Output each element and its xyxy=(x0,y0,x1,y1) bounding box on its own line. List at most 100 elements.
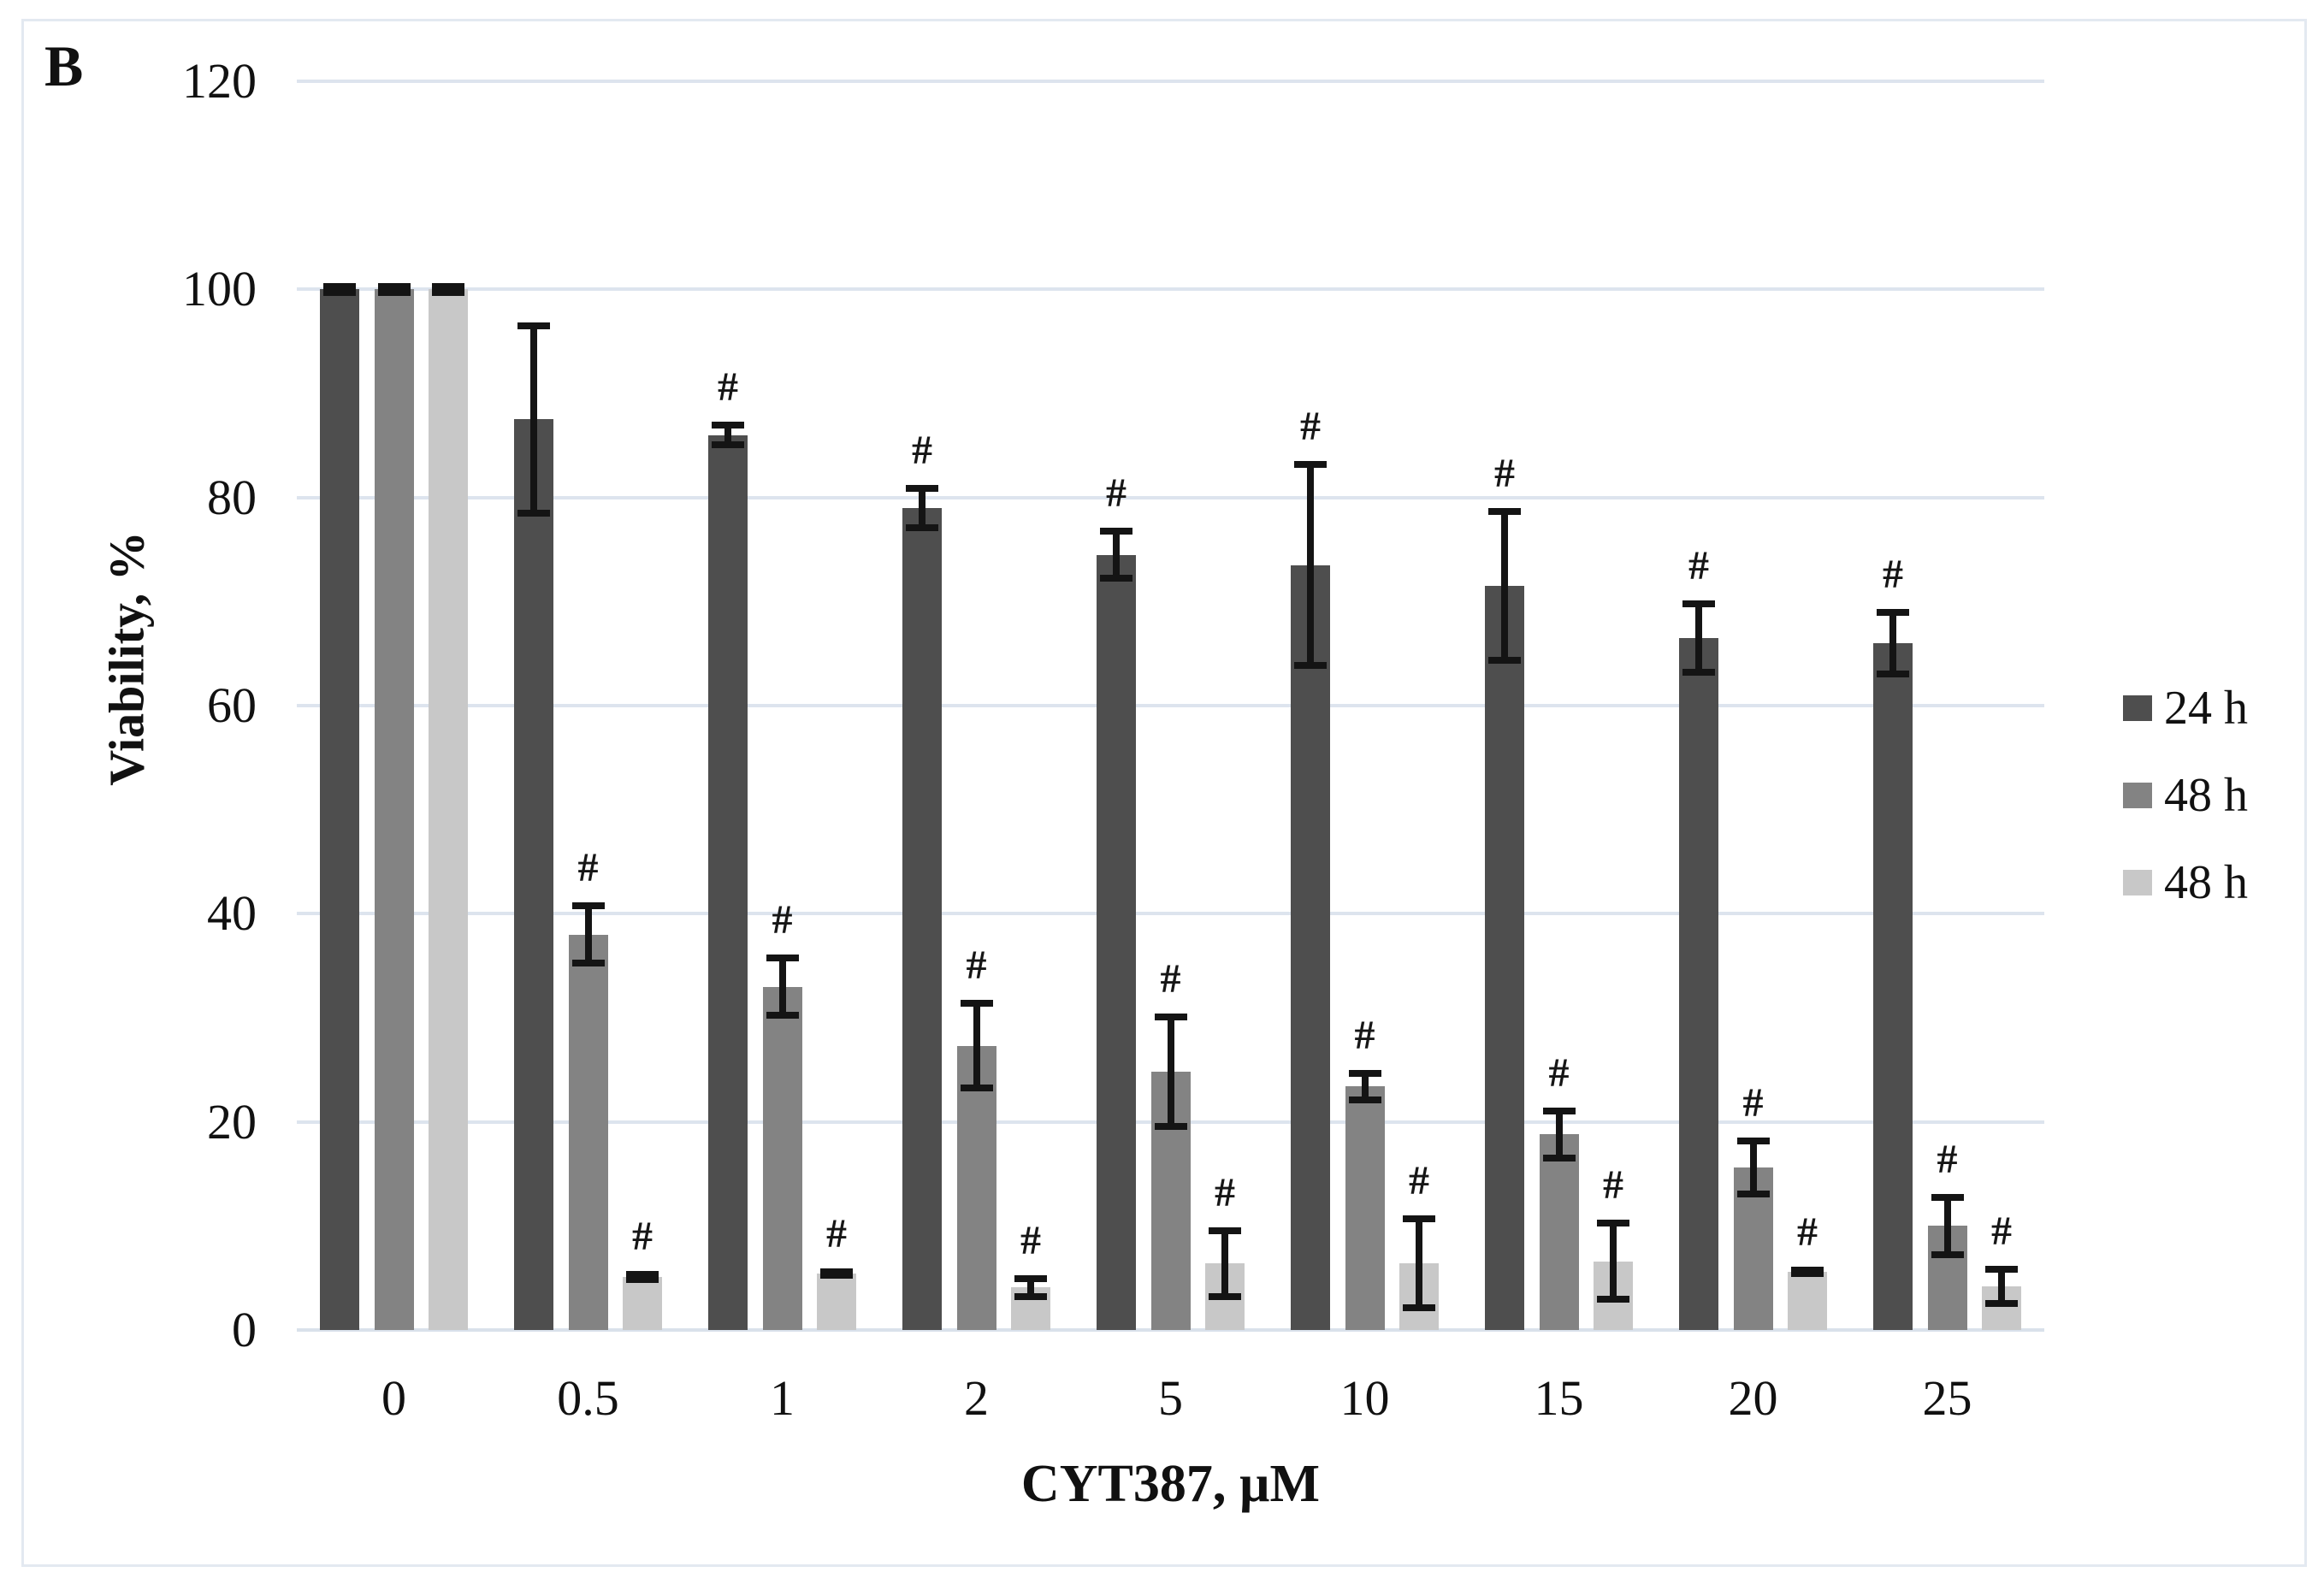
error-cap-bottom-series2-x15 xyxy=(1542,1154,1576,1161)
x-axis-title: CYT387, µM xyxy=(1020,1455,1321,1513)
error-bar-series3-x25 xyxy=(1998,1265,2005,1308)
x-tick-0: 0 xyxy=(381,1370,406,1426)
error-cap-top-series3-x0.5 xyxy=(626,1270,659,1278)
bar-series2-x0 xyxy=(374,289,414,1330)
gridline-y40 xyxy=(297,912,2044,916)
error-cap-top-series1-x0 xyxy=(323,283,356,291)
x-tick-15: 15 xyxy=(1534,1370,1584,1426)
significance-hash-series3-x5: # xyxy=(1215,1169,1235,1215)
y-tick-80: 80 xyxy=(207,469,257,525)
significance-hash-series2-x0.5: # xyxy=(577,844,599,890)
significance-hash-series1-x20: # xyxy=(1688,543,1709,589)
significance-hash-series2-x2: # xyxy=(966,943,987,989)
error-cap-bottom-series1-x5 xyxy=(1100,575,1132,582)
error-bar-series1-x20 xyxy=(1695,600,1702,676)
gridline-y80 xyxy=(297,495,2044,499)
error-bar-series1-x0.5 xyxy=(530,322,537,517)
error-bar-series2-x2 xyxy=(973,1000,980,1092)
error-cap-bottom-series3-x5 xyxy=(1209,1292,1241,1300)
error-cap-top-series2-x0 xyxy=(377,283,411,291)
significance-hash-series2-x10: # xyxy=(1354,1012,1375,1058)
error-cap-bottom-series1-x10 xyxy=(1294,662,1327,670)
error-bar-series2-x0.5 xyxy=(584,901,592,967)
error-cap-top-series2-x10 xyxy=(1348,1069,1381,1077)
bar-series2-x2 xyxy=(956,1045,996,1330)
error-cap-top-series1-x25 xyxy=(1877,608,1909,616)
error-cap-bottom-series1-x20 xyxy=(1682,668,1715,676)
error-cap-bottom-series3-x1 xyxy=(820,1272,853,1280)
error-cap-bottom-series3-x25 xyxy=(1985,1300,2018,1308)
error-cap-top-series3-x10 xyxy=(1403,1215,1435,1223)
significance-hash-series3-x25: # xyxy=(1991,1208,2012,1254)
error-cap-bottom-series1-x0.5 xyxy=(517,509,550,517)
gridline-y100 xyxy=(297,287,2044,292)
bar-series2-x15 xyxy=(1539,1134,1579,1330)
error-cap-bottom-series3-x20 xyxy=(1791,1269,1824,1277)
bar-series2-x10 xyxy=(1345,1086,1385,1330)
legend-item-48h: 48 h xyxy=(2123,768,2248,823)
error-bar-series3-x15 xyxy=(1610,1220,1617,1303)
significance-hash-series3-x2: # xyxy=(1020,1217,1041,1263)
error-cap-bottom-series1-x2 xyxy=(906,523,938,531)
legend-swatch-48h xyxy=(2123,783,2152,808)
y-tick-40: 40 xyxy=(207,885,257,942)
error-cap-top-series1-x1 xyxy=(712,421,744,429)
error-cap-top-series1-x20 xyxy=(1682,600,1715,608)
legend-label-48h-light: 48 h xyxy=(2164,856,2248,909)
error-bar-series1-x25 xyxy=(1889,608,1896,678)
figure-border xyxy=(21,19,2307,1567)
error-bar-series3-x10 xyxy=(1416,1215,1422,1312)
x-tick-25: 25 xyxy=(1922,1370,1972,1426)
error-cap-bottom-series1-x1 xyxy=(712,441,744,449)
bar-series1-x25 xyxy=(1873,643,1913,1330)
error-cap-bottom-series2-x5 xyxy=(1154,1123,1187,1131)
significance-hash-series1-x25: # xyxy=(1883,551,1903,597)
legend-label-48h: 48 h xyxy=(2164,769,2248,822)
y-tick-60: 60 xyxy=(207,677,257,733)
error-cap-top-series2-x1 xyxy=(766,954,799,961)
significance-hash-series2-x15: # xyxy=(1548,1049,1570,1096)
error-bar-series2-x20 xyxy=(1749,1137,1757,1198)
bar-series1-x15 xyxy=(1485,586,1524,1330)
error-bar-series1-x5 xyxy=(1113,527,1120,582)
significance-hash-series1-x15: # xyxy=(1494,450,1515,496)
bar-series2-x1 xyxy=(762,986,802,1330)
significance-hash-series3-x20: # xyxy=(1797,1209,1818,1255)
error-cap-bottom-series2-x25 xyxy=(1931,1251,1964,1259)
significance-hash-series3-x15: # xyxy=(1603,1162,1623,1209)
significance-hash-series2-x5: # xyxy=(1160,956,1181,1002)
gridline-y120 xyxy=(297,80,2044,83)
error-cap-top-series3-x0 xyxy=(432,283,464,291)
error-bar-series2-x15 xyxy=(1555,1107,1563,1161)
error-bar-series2-x25 xyxy=(1943,1193,1951,1259)
error-cap-bottom-series2-x1 xyxy=(766,1012,799,1020)
error-bar-series1-x1 xyxy=(724,421,731,449)
error-bar-series2-x10 xyxy=(1361,1069,1369,1103)
significance-hash-series2-x25: # xyxy=(1937,1136,1958,1182)
bar-series3-x20 xyxy=(1788,1271,1827,1330)
error-cap-top-series2-x25 xyxy=(1931,1193,1964,1201)
x-tick-5: 5 xyxy=(1158,1370,1183,1426)
error-bar-series3-x2 xyxy=(1027,1274,1034,1300)
error-cap-top-series1-x2 xyxy=(906,485,938,493)
panel-letter: B xyxy=(44,33,84,98)
error-cap-bottom-series2-x20 xyxy=(1736,1191,1770,1198)
bar-series1-x0.5 xyxy=(514,419,553,1330)
error-cap-top-series3-x25 xyxy=(1985,1265,2018,1273)
legend-label-24h: 24 h xyxy=(2164,682,2248,735)
y-axis-title: Viability, % xyxy=(98,531,155,786)
error-bar-series1-x15 xyxy=(1501,507,1508,665)
x-tick-20: 20 xyxy=(1728,1370,1778,1426)
error-cap-top-series2-x5 xyxy=(1154,1014,1187,1021)
error-cap-top-series1-x5 xyxy=(1100,527,1132,535)
significance-hash-series3-x10: # xyxy=(1409,1158,1429,1204)
significance-hash-series3-x0.5: # xyxy=(632,1213,653,1259)
error-bar-series1-x10 xyxy=(1307,461,1314,670)
bar-series3-x0.5 xyxy=(623,1276,662,1330)
y-tick-20: 20 xyxy=(207,1093,257,1150)
x-axis-line xyxy=(297,1328,2044,1332)
plot-area: # # # # # # # # # # # # # # # # # # # # # # # xyxy=(297,80,2044,1332)
error-cap-bottom-series2-x0 xyxy=(377,288,411,296)
error-cap-top-series1-x10 xyxy=(1294,461,1327,469)
